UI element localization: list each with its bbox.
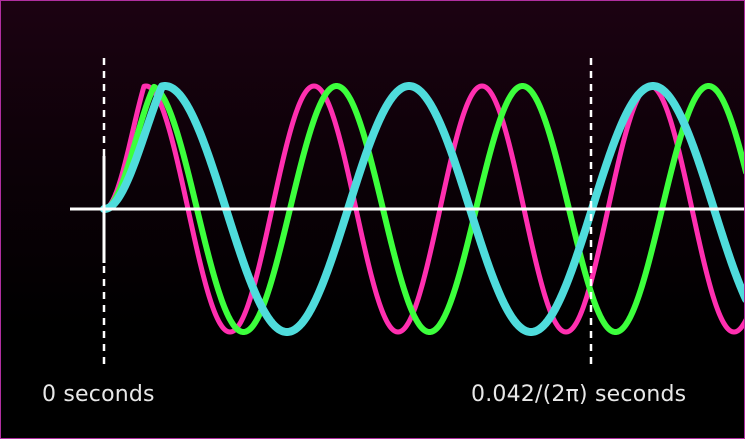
wave-2 [101, 83, 744, 335]
start-time-label: 0 seconds [42, 382, 155, 407]
wave-group [100, 82, 744, 336]
end-time-label: 0.042/(2π) seconds [471, 382, 687, 407]
wave-3 [100, 82, 744, 336]
